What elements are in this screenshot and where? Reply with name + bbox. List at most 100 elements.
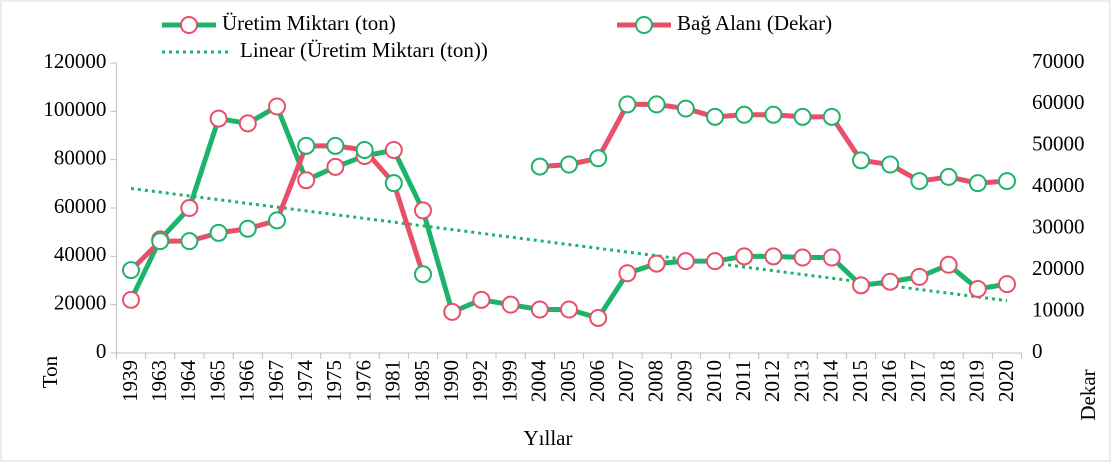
data-marker: [735, 247, 754, 266]
y2-tick-label: 30000: [1032, 215, 1085, 239]
data-marker: [706, 107, 724, 126]
data-marker: [297, 136, 316, 155]
x-tick-label: 2009: [673, 360, 697, 402]
x-tick-label: 1966: [235, 360, 259, 402]
data-marker: [852, 151, 870, 170]
y-tick-label: 40000: [54, 242, 107, 266]
data-marker: [384, 174, 403, 193]
data-marker: [180, 232, 199, 251]
data-marker: [560, 155, 578, 174]
data-marker: [910, 172, 929, 191]
x-tick-label: 2015: [848, 360, 872, 402]
data-marker: [968, 279, 987, 298]
data-marker: [180, 199, 199, 217]
x-tick-label: 2005: [556, 360, 580, 402]
data-marker: [209, 109, 228, 128]
data-marker: [589, 308, 608, 327]
x-tick-label: 1985: [410, 360, 434, 402]
data-marker: [822, 248, 841, 267]
y2-tick-label: 60000: [1032, 90, 1085, 114]
data-marker: [735, 105, 754, 124]
x-tick-label: 2018: [935, 360, 959, 402]
data-marker: [647, 254, 666, 273]
data-marker: [268, 97, 286, 116]
x-tick-label: 2013: [789, 360, 813, 402]
data-marker: [122, 261, 140, 280]
data-marker: [998, 275, 1016, 294]
data-marker: [793, 107, 812, 126]
x-tick-label: 1975: [322, 360, 346, 402]
y-tick-label: 120000: [43, 49, 106, 73]
data-marker: [209, 223, 228, 242]
data-marker: [560, 300, 578, 319]
data-marker: [793, 248, 812, 267]
x-tick-label: 1967: [264, 360, 288, 402]
legend-label: Bağ Alanı (Dekar): [677, 11, 832, 35]
data-marker: [151, 232, 170, 251]
x-tick-label: 2010: [702, 360, 726, 402]
data-marker: [326, 157, 345, 176]
x-tick-label: 2008: [643, 360, 667, 402]
data-marker: [998, 172, 1016, 191]
data-marker: [472, 290, 491, 309]
y2-tick-label: 40000: [1032, 173, 1085, 197]
data-marker: [268, 211, 286, 230]
x-tick-label: 1963: [147, 360, 171, 402]
data-marker: [822, 107, 841, 126]
data-marker: [764, 105, 783, 124]
data-marker: [618, 95, 637, 114]
x-tick-label: 1965: [205, 360, 229, 402]
data-marker: [647, 95, 666, 114]
x-tick-label: 2007: [614, 360, 638, 402]
x-tick-label: 1992: [468, 360, 492, 402]
legend-marker: [180, 16, 198, 34]
data-marker: [968, 174, 987, 193]
data-marker: [443, 302, 462, 321]
data-marker: [881, 155, 900, 174]
x-tick-label: 2004: [527, 360, 551, 403]
y-tick-label: 0: [96, 339, 107, 363]
legend-label: Linear (Üretim Miktarı (ton)): [240, 38, 488, 62]
x-tick-label: 2016: [877, 360, 901, 402]
data-marker: [530, 157, 549, 176]
data-marker: [764, 247, 783, 266]
y2-tick-label: 10000: [1032, 297, 1085, 321]
x-tick-label: 2017: [906, 360, 930, 402]
data-marker: [676, 99, 695, 118]
y2-tick-label: 50000: [1032, 132, 1085, 156]
data-marker: [122, 290, 140, 309]
x-tick-label: 1964: [176, 360, 200, 403]
y-tick-label: 20000: [54, 290, 107, 314]
data-marker: [939, 167, 958, 186]
y2-tick-label: 20000: [1032, 256, 1085, 280]
y-tick-label: 100000: [43, 97, 106, 121]
y-tick-label: 80000: [54, 145, 107, 169]
x-tick-label: 2019: [965, 360, 989, 402]
x-tick-label: 2014: [819, 360, 843, 403]
y2-tick-label: 70000: [1032, 49, 1085, 73]
data-marker: [414, 265, 432, 284]
x-tick-label: 1939: [118, 360, 142, 402]
x-tick-label: 1990: [439, 360, 463, 402]
data-marker: [881, 272, 900, 291]
legend-label: Üretim Miktarı (ton): [222, 11, 396, 35]
y2-axis-title: Dekar: [1076, 369, 1100, 420]
data-marker: [706, 252, 724, 271]
data-marker: [384, 141, 403, 159]
x-tick-label: 1999: [497, 360, 521, 402]
x-tick-label: 2020: [994, 360, 1018, 402]
data-marker: [355, 141, 374, 159]
data-marker: [939, 255, 958, 274]
x-tick-label: 2012: [760, 360, 784, 402]
data-marker: [589, 149, 608, 168]
x-tick-label: 1981: [381, 360, 405, 402]
data-marker: [501, 295, 520, 314]
x-tick-label: 2011: [731, 360, 755, 401]
y-axis-title: Ton: [38, 355, 62, 388]
data-marker: [414, 201, 432, 220]
x-axis-title: Yıllar: [524, 426, 573, 450]
data-marker: [618, 264, 637, 283]
data-marker: [326, 136, 345, 155]
